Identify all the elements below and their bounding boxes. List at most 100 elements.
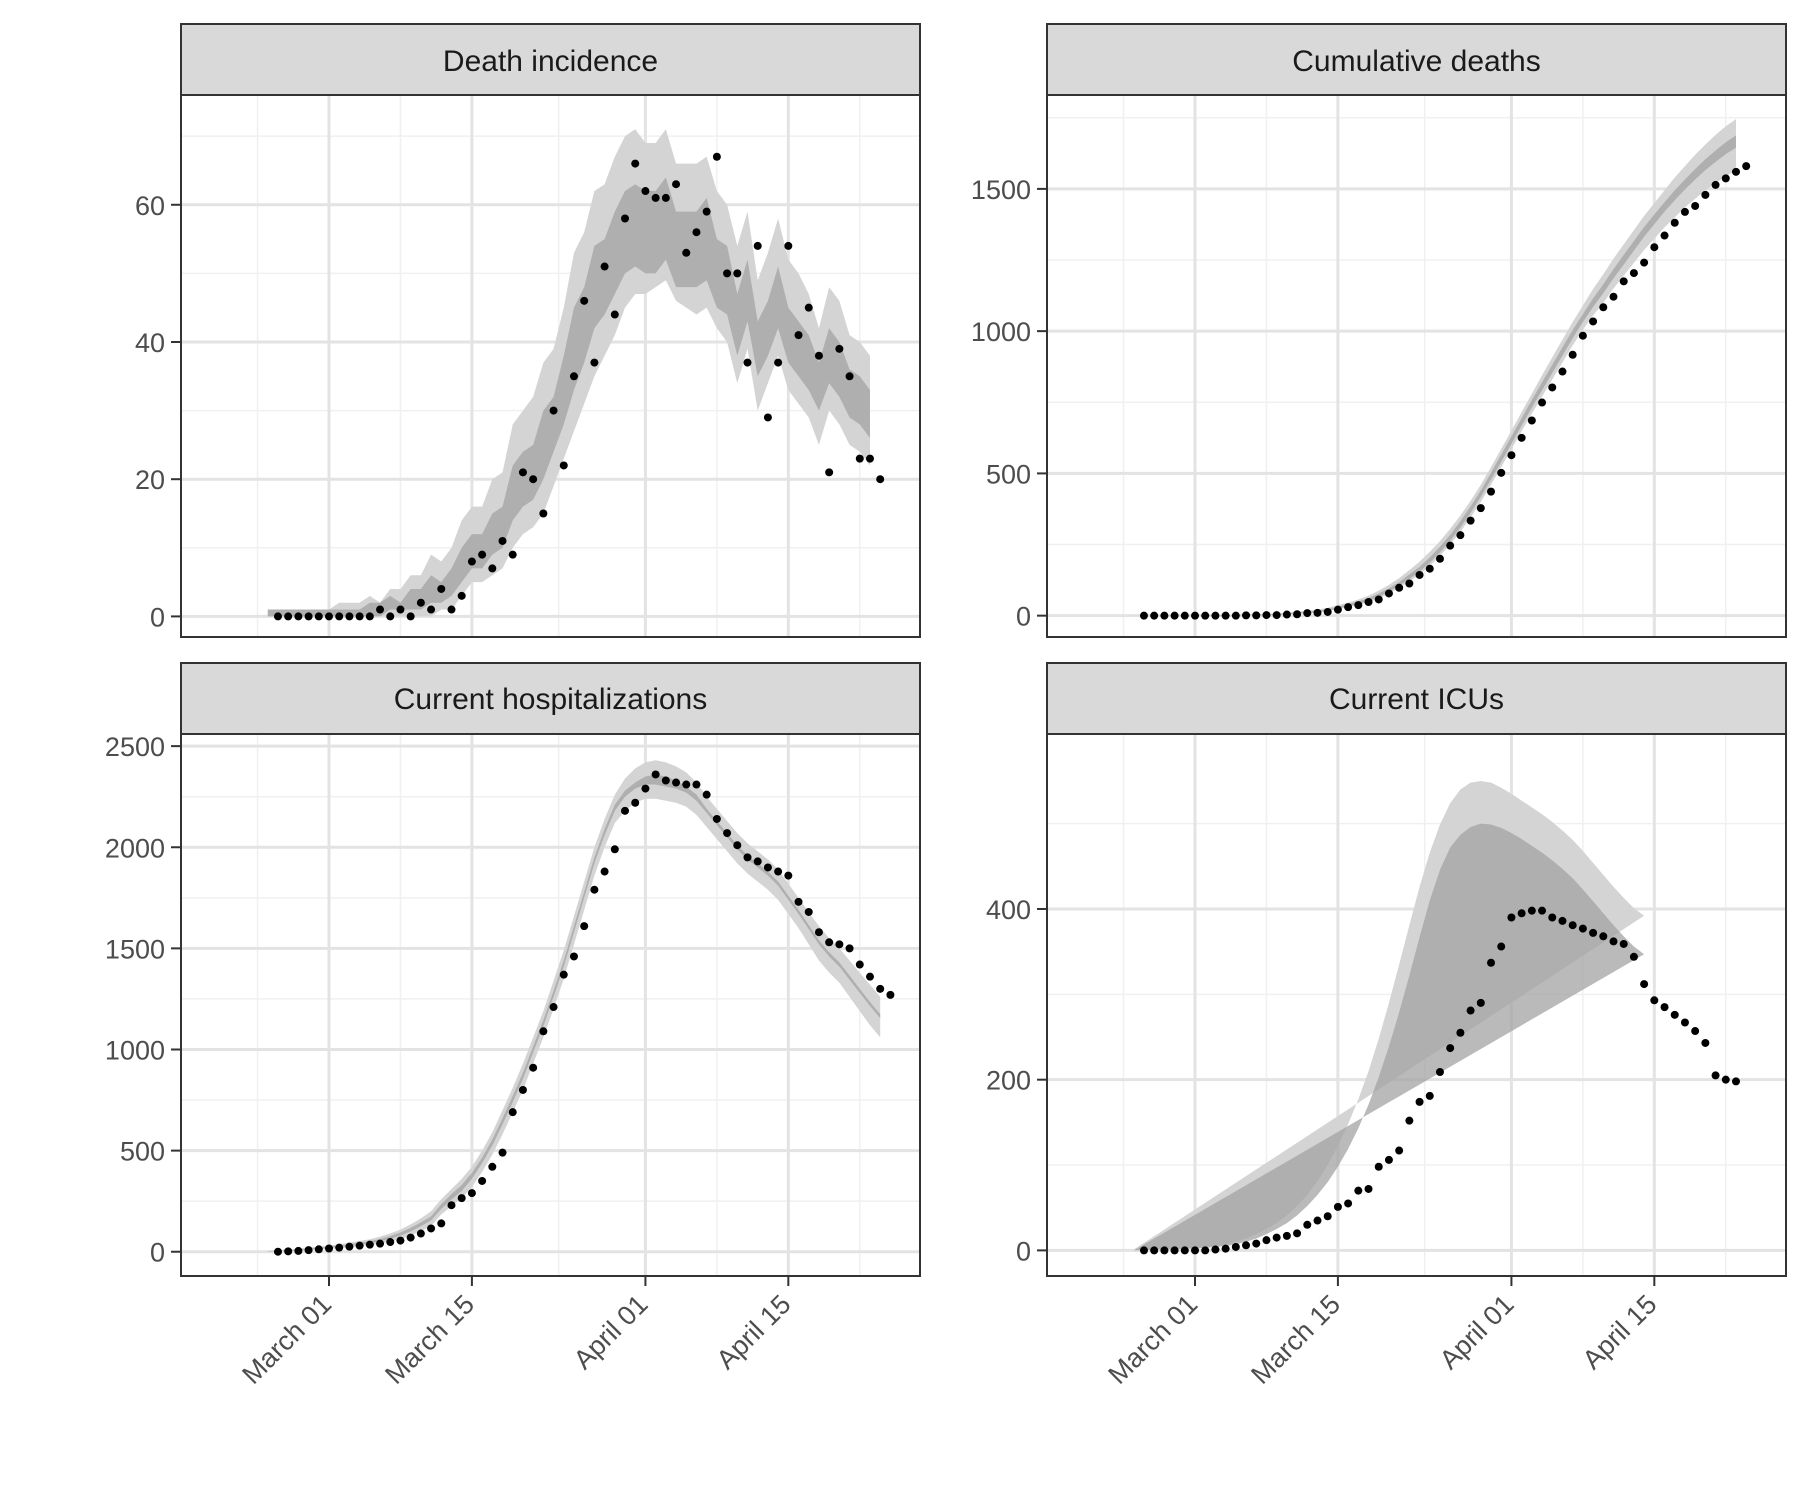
data-point <box>1609 292 1618 301</box>
data-point <box>1344 1199 1353 1208</box>
y-tick-label: 20 <box>135 465 165 495</box>
data-point <box>753 857 762 866</box>
data-point <box>559 970 568 979</box>
data-point <box>1435 1068 1444 1077</box>
ribbons-death-incidence <box>267 129 870 617</box>
data-point <box>437 584 446 593</box>
data-point <box>1211 611 1220 620</box>
data-point <box>437 1219 446 1228</box>
data-point <box>1252 1239 1261 1248</box>
data-point <box>1333 605 1342 614</box>
panel-death-incidence: Death incidence 0 20 40 60 <box>135 23 921 638</box>
data-point <box>794 331 803 340</box>
plot-area-current-icus <box>1046 733 1787 1277</box>
data-point <box>692 780 701 789</box>
data-point <box>1538 906 1547 915</box>
data-point <box>641 784 650 793</box>
data-point <box>518 468 527 477</box>
y-tick-label: 0 <box>150 602 165 632</box>
data-point <box>784 871 793 880</box>
y-axis-current-icus: 0 200 400 <box>986 895 1047 1266</box>
data-point <box>845 944 854 953</box>
data-point <box>529 1063 538 1072</box>
data-point <box>825 468 834 477</box>
data-point <box>723 269 732 278</box>
data-point <box>447 1201 456 1210</box>
data-point <box>314 612 323 621</box>
data-point <box>273 1247 282 1256</box>
data-point <box>784 241 793 250</box>
data-point <box>457 1194 466 1203</box>
data-point <box>1691 1027 1700 1036</box>
data-point <box>478 1176 487 1185</box>
data-point <box>1660 231 1669 240</box>
data-point <box>672 180 681 189</box>
data-point <box>1303 1220 1312 1229</box>
data-point <box>1374 595 1383 604</box>
y-tick-label: 2500 <box>105 732 165 762</box>
y-axis-current-hospitalizations: 0 500 1000 1500 2000 2500 <box>105 732 181 1268</box>
data-point <box>1262 1236 1271 1245</box>
y-tick-label: 60 <box>135 191 165 221</box>
data-point <box>539 1027 548 1036</box>
data-point <box>1517 433 1526 442</box>
data-point <box>661 193 670 202</box>
data-point <box>345 1242 354 1251</box>
data-point <box>1476 504 1485 513</box>
data-point <box>1333 1202 1342 1211</box>
panel-title-current-hospitalizations: Current hospitalizations <box>394 683 708 716</box>
strip-current-hospitalizations <box>180 662 921 735</box>
data-point <box>1487 487 1496 496</box>
data-point <box>467 1189 476 1198</box>
data-point <box>1456 1028 1465 1037</box>
data-point <box>1466 1006 1475 1015</box>
data-point <box>743 358 752 367</box>
data-point <box>304 612 313 621</box>
data-point <box>427 605 436 614</box>
data-point <box>876 984 885 993</box>
data-point <box>1476 998 1485 1007</box>
data-point <box>1221 1244 1230 1253</box>
data-point <box>1599 932 1608 941</box>
data-point <box>743 853 752 862</box>
data-point <box>580 922 589 931</box>
data-point <box>1527 416 1536 425</box>
data-point <box>1272 611 1281 620</box>
y-axis-death-incidence: 0 20 40 60 <box>135 191 181 632</box>
data-point <box>621 806 630 815</box>
data-point <box>1415 1097 1424 1106</box>
data-point <box>569 952 578 961</box>
data-point <box>1721 1075 1730 1084</box>
data-point <box>600 867 609 876</box>
data-point <box>1711 180 1720 189</box>
data-point <box>1619 939 1628 948</box>
data-point <box>1191 611 1200 620</box>
y-tick-label: 1500 <box>971 175 1031 205</box>
data-point <box>549 406 558 415</box>
data-point <box>1374 1162 1383 1171</box>
data-point <box>651 193 660 202</box>
y-tick-label: 2000 <box>105 833 165 863</box>
y-tick-label: 400 <box>986 895 1031 925</box>
data-point <box>1497 468 1506 477</box>
data-point <box>386 612 395 621</box>
data-point <box>1548 383 1557 392</box>
panel-border-current-hospitalizations <box>180 733 921 1277</box>
data-point <box>1558 367 1567 376</box>
data-point <box>365 1240 374 1249</box>
data-point <box>1558 916 1567 925</box>
data-point <box>661 776 670 785</box>
data-point <box>845 372 854 381</box>
data-point <box>1701 190 1710 199</box>
data-point <box>1242 1241 1251 1250</box>
panel-border-current-icus <box>1046 733 1787 1277</box>
data-point <box>1293 1229 1302 1238</box>
data-point <box>294 612 303 621</box>
data-point <box>1323 1212 1332 1221</box>
data-point <box>1139 1246 1148 1255</box>
data-point <box>1211 1245 1220 1254</box>
data-point <box>529 475 538 484</box>
data-point <box>1344 603 1353 612</box>
